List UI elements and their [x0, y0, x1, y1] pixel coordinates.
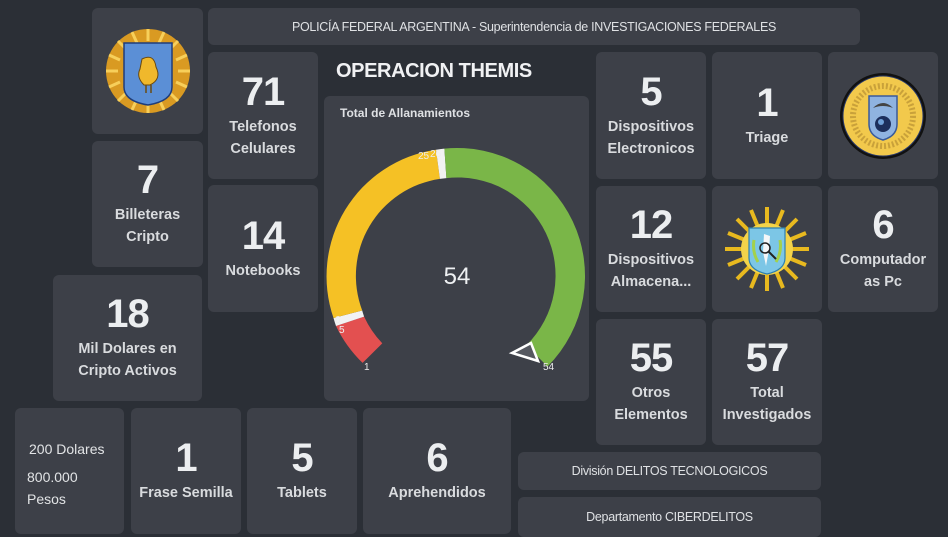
- tile-label: Triage: [745, 129, 789, 146]
- tile-value: 1: [756, 80, 778, 125]
- tile-label: Computador as Pc: [839, 252, 927, 290]
- departamento-label: Departamento CIBERDELITOS: [586, 510, 753, 524]
- tile-dispositivos-almacenamiento: 12 Dispositivos Almacena...: [596, 186, 706, 312]
- tile-value: 18: [106, 292, 149, 336]
- tile-value: 5: [640, 69, 662, 114]
- tile-label: Mil Dolares en Cripto Activos: [78, 341, 177, 379]
- tile-otros-elementos: 55 Otros Elementos: [596, 319, 706, 445]
- tile-value: 14: [241, 213, 285, 258]
- tile-label: Tablets: [277, 485, 327, 501]
- tile-label: Frase Semilla: [139, 485, 233, 501]
- tile-computadoras: 6 Computador as Pc: [828, 186, 938, 312]
- tile-total-investigados: 57 Total Investigados: [712, 319, 822, 445]
- tick-1: 1: [364, 362, 370, 373]
- tile-dispositivos-electronicos: 5 Dispositivos Electronicos: [596, 52, 706, 179]
- tile-value: 7: [136, 158, 159, 202]
- tile-tablets: 5 Tablets: [247, 408, 357, 534]
- tile-value: 12: [629, 203, 673, 247]
- tile-label: Total Investigados: [722, 385, 812, 423]
- efectivo-pesos-label: Pesos: [27, 491, 66, 507]
- tick-25: 25: [418, 151, 430, 162]
- gauge-title: Total de Allanamientos: [340, 106, 471, 120]
- tile-label: Dispositivos Almacena...: [607, 252, 695, 290]
- tile-telefonos-celulares: 71 Telefonos Celulares: [208, 52, 318, 179]
- tick-26: 26: [430, 149, 442, 160]
- gauge-chart: 25 26 6 5 1 54 54: [326, 147, 586, 373]
- division-bar: División DELITOS TECNOLOGICOS: [518, 452, 821, 490]
- delitos-tecnologicos-badge-icon: [725, 207, 809, 291]
- tile-triage: 1 Triage: [712, 52, 822, 179]
- investigaciones-seal-tile: [828, 52, 938, 179]
- tile-value: 57: [745, 336, 789, 380]
- tile-label: Aprehendidos: [388, 485, 486, 501]
- tile-value: 6: [426, 436, 448, 480]
- header-title: POLICÍA FEDERAL ARGENTINA - Superintende…: [291, 19, 777, 34]
- tile-value: 1: [175, 436, 197, 480]
- investigaciones-seal-icon: [840, 72, 926, 159]
- tile-label: Billeteras Cripto: [114, 207, 181, 245]
- departamento-bar: Departamento CIBERDELITOS: [518, 497, 821, 537]
- efectivo-dolares: 200 Dolares: [29, 441, 105, 457]
- tile-aprehendidos: 6 Aprehendidos: [363, 408, 511, 534]
- efectivo-pesos-amount: 800.000: [27, 469, 78, 485]
- tile-frase-semilla: 1 Frase Semilla: [131, 408, 241, 534]
- page-title: OPERACION THEMIS: [336, 60, 532, 82]
- pfa-badge-tile: [92, 8, 203, 134]
- pfa-badge-icon: [105, 29, 190, 113]
- tile-label: Dispositivos Electronicos: [607, 118, 695, 157]
- tick-6: 6: [335, 315, 341, 326]
- division-label: División DELITOS TECNOLOGICOS: [571, 464, 768, 478]
- gauge-panel-allanamientos: Total de Allanamientos 25 26 6 5 1 54 54: [324, 96, 589, 401]
- tile-efectivo: 200 Dolares 800.000 Pesos: [15, 408, 124, 534]
- tile-notebooks: 14 Notebooks: [208, 185, 318, 312]
- tile-value: 6: [872, 203, 894, 247]
- tile-value: 71: [241, 69, 285, 114]
- tile-billeteras-cripto: 7 Billeteras Cripto: [92, 141, 203, 267]
- tile-value: 5: [291, 436, 313, 480]
- tile-cripto-activos: 18 Mil Dolares en Cripto Activos: [53, 275, 202, 401]
- gauge-value: 54: [444, 263, 471, 290]
- delitos-tecnologicos-badge-tile: [712, 186, 822, 312]
- tile-label: Notebooks: [225, 262, 301, 279]
- tile-value: 55: [629, 336, 673, 380]
- tile-label: Telefonos Celulares: [229, 118, 297, 157]
- tick-5: 5: [339, 325, 345, 336]
- header-title-bar: POLICÍA FEDERAL ARGENTINA - Superintende…: [208, 8, 860, 45]
- tick-54: 54: [543, 362, 555, 373]
- tile-label: Otros Elementos: [614, 385, 688, 423]
